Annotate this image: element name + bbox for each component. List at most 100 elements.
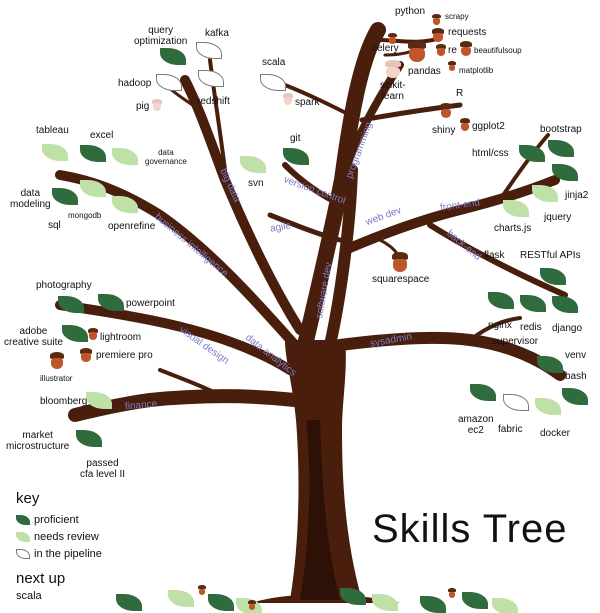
leaf-html-css: [519, 145, 545, 162]
leaf-bloomberg: [86, 392, 112, 409]
key-row-in-pipeline: in the pipeline: [16, 548, 102, 560]
key-label-needs-review: needs review: [34, 531, 99, 543]
leaf-ground-5: [340, 588, 366, 605]
branch-sysadmin-2: [468, 316, 522, 342]
acorn-pandas: [408, 40, 426, 63]
skill-label-fabric: fabric: [498, 424, 523, 435]
acorn-premiere-pro: [80, 348, 92, 363]
leaf-docker: [535, 398, 561, 415]
acorn-ground-2: [448, 588, 456, 599]
skill-label-docker: docker: [540, 428, 571, 439]
skill-label-charts-js: charts.js: [494, 223, 532, 234]
leaf-bash: [562, 388, 588, 405]
skill-label-passed-cfa: passed cfa level II: [80, 458, 126, 480]
key-label-proficient: proficient: [34, 514, 79, 526]
skill-label-data-governance: data governance: [145, 148, 187, 166]
leaf-proficient-swatch: [16, 515, 30, 526]
skill-label-scrapy: scrapy: [445, 12, 469, 21]
leaf-venv: [537, 356, 563, 373]
leaf-nginx: [488, 292, 514, 309]
leaf-passed-cfa: [76, 430, 102, 447]
skill-label-ggplot2: ggplot2: [472, 121, 505, 132]
skill-label-restful-apis: RESTful APIs: [520, 250, 581, 261]
leaf-excel: [80, 145, 106, 162]
skill-label-data-modeling: data modeling: [10, 188, 51, 210]
skill-label-bash: bash: [565, 371, 587, 382]
acorn-scikit-learn: [385, 60, 401, 79]
leaf-query-optimization: [160, 48, 186, 65]
leaf-ground-9: [492, 598, 518, 613]
leaf-needs-review-swatch: [16, 532, 30, 543]
trunk-shadow: [300, 420, 340, 600]
leaf-openrefine: [112, 196, 138, 213]
leaf-django: [552, 296, 578, 313]
skill-label-spark: spark: [295, 97, 320, 108]
acorn-re: [436, 44, 446, 57]
skill-label-bloomberg: bloomberg: [40, 396, 88, 407]
skill-label-celery: celery: [372, 43, 399, 54]
skill-label-powerpoint: powerpoint: [126, 298, 175, 309]
key-heading: key: [16, 490, 40, 507]
leaf-redis: [520, 295, 546, 312]
leaf-redshift: [198, 70, 224, 87]
skill-label-sql: sql: [48, 220, 61, 231]
skill-label-photography: photography: [36, 280, 92, 291]
branch-data-analytics: [55, 300, 295, 375]
skill-label-matplotlib: matplotlib: [459, 66, 494, 75]
branch-back-end: [427, 222, 568, 298]
branch-finance-2: [158, 368, 222, 397]
acorn-matplotlib: [448, 61, 456, 72]
branch-to-scala: [283, 83, 352, 117]
branch-main-up-2: [324, 164, 358, 351]
branch-main-up: [297, 22, 386, 353]
acorn-lightroom: [88, 328, 98, 341]
page-title: Skills Tree: [372, 507, 568, 551]
skill-label-adobe-creative-suite: adobe creative suite: [4, 326, 63, 348]
branch-version-control: [282, 162, 345, 208]
skill-label-squarespace: squarespace: [372, 274, 430, 285]
acorn-spark: [283, 93, 293, 106]
skill-label-nginx: nginx: [488, 320, 512, 331]
leaf-ground-1: [116, 594, 142, 611]
leaf-ground-6: [372, 594, 398, 611]
leaf-git: [283, 148, 309, 165]
skill-label-requests: requests: [448, 27, 487, 38]
skill-label-lightroom: lightroom: [100, 332, 142, 343]
acorn-scrapy: [432, 14, 441, 26]
leaf-ground-7: [420, 596, 446, 613]
acorn-ground-3: [248, 600, 256, 611]
skill-label-tableau: tableau: [36, 125, 69, 136]
leaf-svn: [240, 156, 266, 173]
skill-label-html-css: html/css: [472, 148, 509, 159]
skill-label-redis: redis: [520, 322, 542, 333]
skill-label-flask: flask: [484, 250, 505, 261]
skill-label-beautifulsoup: beautifulsoup: [474, 46, 522, 55]
leaf-adobe-creative-suite: [62, 325, 88, 342]
skill-label-mongodb: mongodb: [68, 211, 102, 220]
skill-label-python: python: [395, 6, 426, 17]
acorn-illustrator: [50, 352, 64, 370]
leaf-charts-js: [503, 200, 529, 217]
acorn-ground-1: [198, 585, 206, 596]
skill-label-r: R: [456, 88, 464, 99]
skill-label-jquery: jquery: [544, 212, 572, 223]
leaf-scala: [260, 74, 286, 91]
leaf-data-governance: [112, 148, 138, 165]
skill-label-git: git: [290, 133, 301, 144]
next-up-heading: next up: [16, 570, 66, 587]
leaf-bootstrap: [548, 140, 574, 157]
leaf-ground-8: [462, 592, 488, 609]
next-up-value: scala: [16, 590, 42, 602]
skill-label-premiere-pro: premiere pro: [96, 350, 153, 361]
skill-label-bootstrap: bootstrap: [540, 124, 582, 135]
leaf-hadoop: [156, 74, 182, 91]
acorn-ggplot2: [460, 118, 470, 132]
leaf-kafka: [196, 42, 222, 59]
skill-label-scikit-learn: scikit- learn: [380, 80, 406, 102]
skill-label-django: django: [552, 323, 583, 334]
branch-agile: [267, 212, 343, 243]
leaf-mongodb: [80, 180, 106, 197]
skill-label-pandas: pandas: [408, 66, 441, 77]
